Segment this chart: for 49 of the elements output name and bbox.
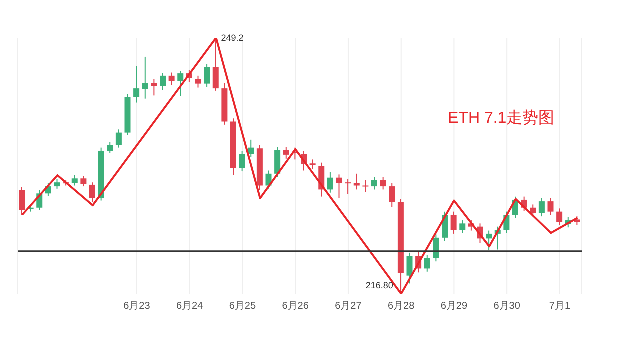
candlestick <box>72 174 78 186</box>
candlestick <box>107 142 114 154</box>
x-tick-label: 6月28 <box>388 301 416 312</box>
x-tick-label: 6月26 <box>282 301 310 312</box>
candlestick <box>212 38 219 92</box>
candlestick <box>372 176 378 190</box>
candlestick <box>362 180 369 193</box>
candlestick <box>336 174 342 199</box>
candlestick <box>548 198 554 216</box>
candlestick <box>345 178 352 195</box>
candlestick <box>424 254 430 272</box>
annotation: 216.80 <box>366 280 394 290</box>
x-tick-label: 6月30 <box>494 301 521 312</box>
candlestick <box>354 173 360 190</box>
candlestick <box>274 146 281 178</box>
candlestick <box>151 78 158 96</box>
candlestick <box>380 176 386 190</box>
candlestick <box>134 66 140 104</box>
x-tick-label: 6月25 <box>229 301 256 312</box>
candlestick <box>556 208 563 226</box>
x-tick-label: 6月29 <box>440 301 468 312</box>
candlestick <box>486 230 492 252</box>
candlestick <box>160 73 166 91</box>
candlestick <box>80 176 87 188</box>
candlestick <box>90 182 96 203</box>
candlestick <box>538 198 545 218</box>
annotation: ETH 7.1走势图 <box>448 108 555 129</box>
x-tick-label: 7月1 <box>549 301 571 312</box>
candlestick <box>450 211 457 234</box>
candlestick <box>168 72 175 86</box>
x-tick-label: 6月27 <box>335 301 362 312</box>
candlestick <box>406 252 413 284</box>
candlestick <box>54 178 60 190</box>
candlestick <box>195 75 202 88</box>
candlestick <box>204 64 210 88</box>
annotation: 249.2 <box>221 33 244 44</box>
candlestick <box>327 172 334 194</box>
candlestick <box>460 220 466 234</box>
candlestick <box>283 146 290 160</box>
candlestick <box>142 56 148 100</box>
candlestick <box>19 186 25 216</box>
candlestick <box>433 234 440 262</box>
candlestick <box>178 70 184 97</box>
candlestick <box>310 159 316 170</box>
x-tick-label: 6月23 <box>124 301 151 312</box>
x-tick-label: 6月24 <box>176 301 204 312</box>
candlestick <box>239 150 246 172</box>
candlestick <box>389 182 396 208</box>
candlestick <box>116 129 122 148</box>
